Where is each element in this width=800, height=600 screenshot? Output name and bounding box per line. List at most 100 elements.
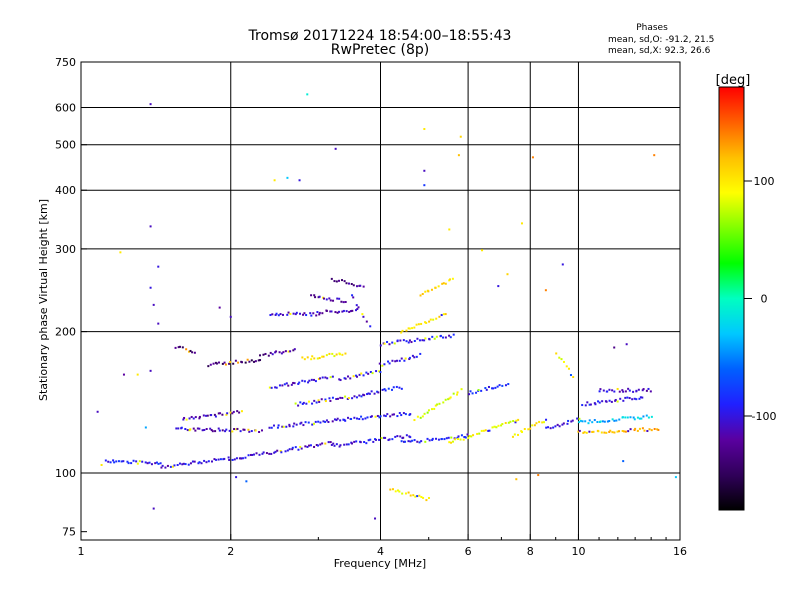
data-point	[338, 353, 341, 356]
data-point	[338, 445, 341, 448]
data-point	[606, 420, 609, 423]
data-point	[600, 431, 603, 434]
data-point	[358, 373, 361, 376]
data-point	[321, 312, 324, 315]
data-point	[616, 430, 619, 433]
data-point	[521, 431, 524, 434]
data-point	[633, 397, 636, 400]
data-point	[424, 440, 427, 443]
data-point	[421, 339, 424, 342]
data-point	[286, 449, 289, 452]
data-point	[321, 355, 324, 358]
stats-o-mode: mean, sd,O: -91.2, 21.5	[608, 35, 714, 45]
data-point	[613, 431, 616, 434]
data-point	[171, 465, 174, 468]
data-point	[584, 420, 587, 423]
data-point	[336, 417, 339, 420]
data-point	[225, 413, 228, 416]
data-point	[504, 384, 507, 387]
data-point	[115, 460, 118, 463]
data-point	[341, 310, 344, 313]
data-point	[119, 251, 122, 254]
data-point	[431, 335, 434, 338]
data-point	[413, 339, 416, 342]
data-point	[409, 436, 412, 439]
data-point	[537, 474, 540, 477]
data-point	[344, 419, 347, 422]
data-point	[434, 286, 437, 289]
data-point	[166, 464, 169, 467]
data-point	[413, 326, 416, 329]
data-point	[583, 431, 586, 434]
data-point	[495, 426, 498, 429]
data-point	[294, 446, 297, 449]
data-point	[211, 430, 214, 433]
data-point	[149, 103, 152, 106]
data-point	[507, 421, 510, 424]
data-point	[388, 343, 391, 346]
data-point	[247, 428, 250, 431]
data-point	[404, 440, 407, 443]
data-point	[467, 437, 470, 440]
data-point	[329, 299, 332, 302]
data-point	[596, 420, 599, 423]
colorbar-tick-label: 100	[754, 175, 775, 188]
data-point	[280, 352, 283, 355]
data-point	[364, 417, 367, 420]
data-point	[504, 421, 507, 424]
data-point	[470, 435, 473, 438]
data-point	[177, 427, 180, 430]
data-point	[478, 432, 481, 435]
data-point	[561, 423, 564, 426]
data-point	[281, 313, 284, 316]
data-point	[207, 460, 210, 463]
data-point	[392, 386, 395, 389]
data-point	[598, 390, 601, 393]
data-point	[615, 419, 618, 422]
data-point	[362, 374, 365, 377]
data-point	[328, 397, 331, 400]
data-point	[634, 427, 637, 430]
data-point	[274, 313, 277, 316]
data-point	[293, 348, 296, 351]
data-point	[674, 476, 677, 479]
data-point	[327, 421, 330, 424]
data-point	[430, 408, 433, 411]
data-point	[442, 336, 445, 339]
data-point	[252, 453, 255, 456]
data-point	[239, 430, 242, 433]
data-point	[356, 417, 359, 420]
data-point	[593, 419, 596, 422]
data-point	[333, 444, 336, 447]
data-point	[447, 398, 450, 401]
data-point	[544, 289, 547, 292]
data-point	[188, 350, 191, 353]
data-point	[302, 313, 305, 316]
data-point	[433, 337, 436, 340]
data-point	[422, 496, 425, 499]
data-point	[136, 373, 139, 376]
colorbar-label: [deg]	[716, 73, 751, 88]
data-point	[217, 412, 220, 415]
data-point	[120, 460, 123, 463]
data-point	[366, 416, 369, 419]
data-point	[371, 372, 374, 375]
data-point	[457, 437, 460, 440]
data-point	[445, 437, 448, 440]
data-point	[359, 441, 362, 444]
data-point	[393, 342, 396, 345]
data-point	[639, 396, 642, 399]
data-point	[240, 457, 243, 460]
data-point	[643, 429, 646, 432]
data-point	[360, 395, 363, 398]
data-point	[217, 427, 220, 430]
x-axis-label: Frequency [MHz]	[334, 557, 426, 570]
data-point	[603, 431, 606, 434]
data-point	[309, 312, 312, 315]
data-point	[201, 429, 204, 432]
data-point	[310, 314, 313, 317]
data-point	[647, 416, 650, 419]
data-point	[592, 430, 595, 433]
data-point	[331, 420, 334, 423]
data-point	[209, 427, 212, 430]
